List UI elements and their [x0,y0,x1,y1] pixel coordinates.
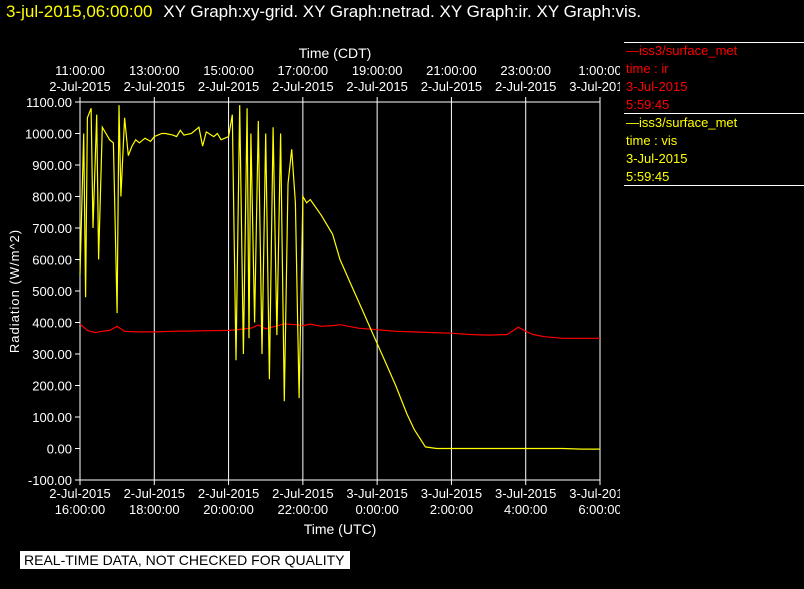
x-tick-label-date: 2-Jul-2015 [124,486,185,501]
x2-tick-label-time: 21:00:00 [426,63,477,78]
x-tick-label-time: 18:00:00 [129,502,180,517]
quality-notice: REAL-TIME DATA, NOT CHECKED FOR QUALITY [20,551,351,569]
x-tick-label-time: 6:00:00 [578,502,620,517]
legend-ir-source: —iss3/surface_met [626,43,738,58]
x-tick-label-time: 22:00:00 [278,502,329,517]
legend-vis: —iss3/surface_met time : vis 3-Jul-2015 … [626,114,737,186]
y-axis-title: Radiation (W/m^2) [7,229,22,353]
legend-ir-date: 3-Jul-2015 [626,79,688,94]
legend-divider-bottom [624,185,804,186]
x-axis-title: Time (UTC) [304,521,377,537]
legend-ir-var: time : ir [626,61,669,76]
y-tick-label: 600.00 [32,253,72,268]
y-tick-label: 0.00 [47,442,72,457]
x2-tick-label-date: 2-Jul-2015 [272,79,333,94]
x2-tick-label-time: 17:00:00 [278,63,329,78]
series-line-vis [79,105,600,450]
x-tick-label-date: 3-Jul-2015 [346,486,407,501]
x-tick-label-time: 16:00:00 [55,502,106,517]
x-tick-label-date: 3-Jul-2015 [495,486,556,501]
x2-tick-label-time: 15:00:00 [203,63,254,78]
x-tick-label-time: 4:00:00 [504,502,547,517]
y-tick-label: 100.00 [32,410,72,425]
x2-tick-label-date: 2-Jul-2015 [124,79,185,94]
x-tick-label-time: 2:00:00 [430,502,473,517]
legend-vis-source: —iss3/surface_met [626,115,738,130]
x2-axis-title: Time (CDT) [299,45,372,61]
x2-tick-label-time: 11:00:00 [55,63,105,78]
x2-tick-label-date: 2-Jul-2015 [495,79,556,94]
x2-tick-label-time: 13:00:00 [129,63,180,78]
y-tick-label: 400.00 [32,316,72,331]
radiation-chart: 2-Jul-201516:00:0011:00:002-Jul-20152-Ju… [7,45,620,537]
x2-tick-label-time: 19:00:00 [352,63,403,78]
x2-tick-label-date: 2-Jul-2015 [421,79,482,94]
chart-header: 3-jul-2015,06:00:00 XY Graph:xy-grid. XY… [6,2,641,22]
x2-tick-label-date: 3-Jul-2015 [569,79,620,94]
y-tick-label: 1000.00 [25,127,72,142]
y-tick-label: -100.00 [28,473,72,488]
y-tick-label: 500.00 [32,284,72,299]
x2-tick-label-date: 2-Jul-2015 [346,79,407,94]
x-tick-label-date: 3-Jul-2015 [421,486,482,501]
x2-tick-label-date: 2-Jul-2015 [198,79,259,94]
y-tick-label: 300.00 [32,347,72,362]
y-tick-label: 200.00 [32,379,72,394]
y-tick-label: 700.00 [32,221,72,236]
legend-vis-time: 5:59:45 [626,169,670,184]
graph-list-label: XY Graph:xy-grid. XY Graph:netrad. XY Gr… [163,2,642,21]
legend-divider-mid [624,113,804,114]
x2-tick-label-date: 2-Jul-2015 [49,79,110,94]
series-line-ir [79,323,600,339]
plot-frame [79,101,601,481]
x-tick-label-time: 20:00:00 [203,502,254,517]
y-tick-label: 1100.00 [26,95,72,110]
legend-vis-date: 3-Jul-2015 [626,151,688,166]
timestamp-label: 3-jul-2015,06:00:00 [6,2,153,21]
y-tick-label: 900.00 [32,158,72,173]
x2-tick-label-time: 1:00:00 [578,63,620,78]
x-tick-label-date: 2-Jul-2015 [272,486,333,501]
x2-tick-label-time: 23:00:00 [500,63,551,78]
x-tick-label-date: 2-Jul-2015 [198,486,259,501]
legend-ir-time: 5:59:45 [626,97,670,112]
x-tick-label-time: 0:00:00 [355,502,398,517]
legend-vis-var: time : vis [626,133,678,148]
legend-ir: —iss3/surface_met time : ir 3-Jul-2015 5… [626,42,737,114]
y-tick-label: 800.00 [32,190,72,205]
x-tick-label-date: 2-Jul-2015 [49,486,110,501]
x-tick-label-date: 3-Jul-2015 [569,486,620,501]
legend-divider-top [624,42,804,43]
